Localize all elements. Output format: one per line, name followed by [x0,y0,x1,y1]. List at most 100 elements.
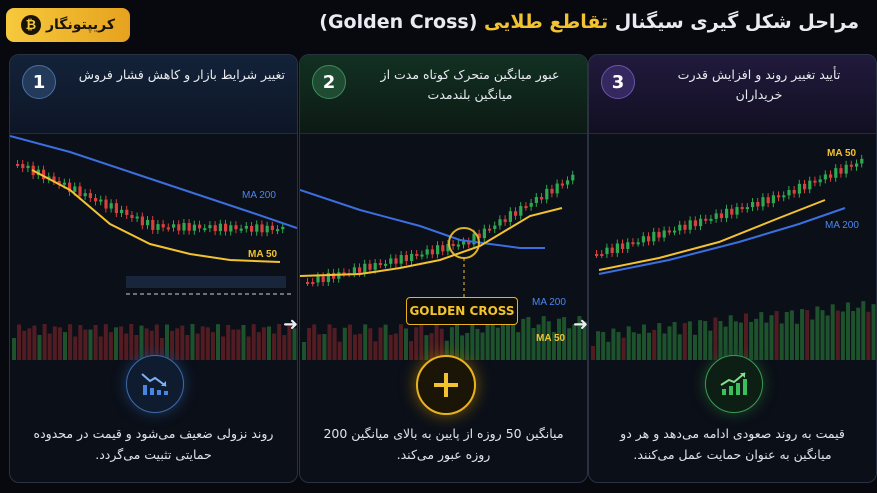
panel-description: روند نزولی ضعیف می‌شود و قیمت در محدوده … [33,426,274,462]
candle-body [519,206,523,216]
volume-bar [526,316,531,360]
candle-body [673,230,677,233]
volume-bar [687,321,692,360]
candle-body [498,219,502,226]
candle-body [571,174,575,181]
volume-bar [805,310,810,360]
candle-body [803,183,807,190]
volume-bar [728,315,733,360]
volume-bar [88,329,93,360]
volume-bar [698,320,703,360]
candle-body [213,225,217,232]
ma200-line [10,135,297,229]
candle-body [777,195,781,198]
volume-bar [531,327,536,360]
volume-bar [465,332,470,360]
volume-bar [236,329,241,360]
candle-body [540,197,544,200]
candle-body [683,224,687,230]
volume-bar [733,321,738,360]
volume-bar [693,334,697,360]
volume-bar [866,311,871,360]
candle-body [641,236,645,243]
candle-body [172,224,176,228]
volume-bar [363,324,368,360]
volume-bar [272,333,277,360]
volume-bar [256,332,261,360]
candle-body [57,181,61,185]
volume-bar [840,311,845,360]
volume-bar [774,311,779,360]
volume-bar [282,335,287,360]
volume-bar [368,328,373,360]
volume-bar [536,324,541,360]
candle-body [389,258,393,264]
ma200-label: MA 200 [532,297,566,308]
volume-bar [327,324,332,360]
candle-body [250,226,254,232]
candle-body [610,247,614,253]
candle-body [657,231,661,238]
volume-bar [388,334,393,360]
candle-body [534,197,538,203]
volume-bar [795,323,799,360]
step-number: 3 [601,65,635,99]
candle-body [378,263,382,266]
volume-bar [292,328,297,360]
volume-bar [383,324,388,360]
volume-bar [567,328,572,360]
volume-bar [226,324,231,360]
volume-bar [631,332,636,360]
downtrend-chart-icon [125,355,184,413]
volume-bar [409,341,414,360]
volume-bar [419,324,424,360]
panel-description: قیمت به روند صعودی ادامه می‌دهد و هر دو … [620,426,845,462]
volume-bar [398,324,403,360]
golden-cross-badge: GOLDEN CROSS [406,297,518,325]
volume-bar [851,311,856,360]
candle-body [358,267,362,273]
candle-body [234,225,238,230]
volume-bar [73,336,78,360]
candle-body [725,208,729,219]
volume-bar [769,315,774,360]
candle-body [352,267,356,274]
volume-bar [103,324,108,360]
volume-bar [180,325,185,360]
candle-body [636,242,640,245]
candle-body [626,242,630,249]
candle-body [860,158,864,164]
volume-bar [485,319,490,360]
volume-bar [511,321,516,360]
volume-bar [723,326,728,360]
candle-body [808,180,812,190]
volume-bar [393,333,398,360]
volume-bar [414,327,419,360]
volume-bar [759,312,764,360]
candle-body [368,263,372,270]
ma200-label: MA 200 [825,220,859,231]
candle-body [326,272,330,282]
volume-bar [611,328,616,360]
volume-bar [22,330,27,360]
candle-body [704,218,708,221]
candle-body [503,219,507,222]
candle-body [83,193,87,197]
candle-body [730,208,734,215]
candle-body [555,183,559,194]
panel-header: 1 تغییر شرایط بازار و کاهش فشار فروش [10,55,297,134]
candle-body [62,182,66,185]
volume-bar [251,324,256,360]
volume-bar [108,332,113,360]
panel-heading: عبور میانگین متحرک کوتاه مدت از میانگین … [380,67,560,102]
candle-body [373,263,377,270]
candle-body [441,245,445,252]
volume-bar [582,321,587,360]
candle-body [342,272,346,275]
stage-3-chart: MA 200 MA 50 [591,148,876,360]
candle-body [52,176,56,182]
candle-body [667,230,671,233]
volume-bar [784,311,789,360]
candle-body [688,220,692,230]
candle-body [16,164,20,166]
